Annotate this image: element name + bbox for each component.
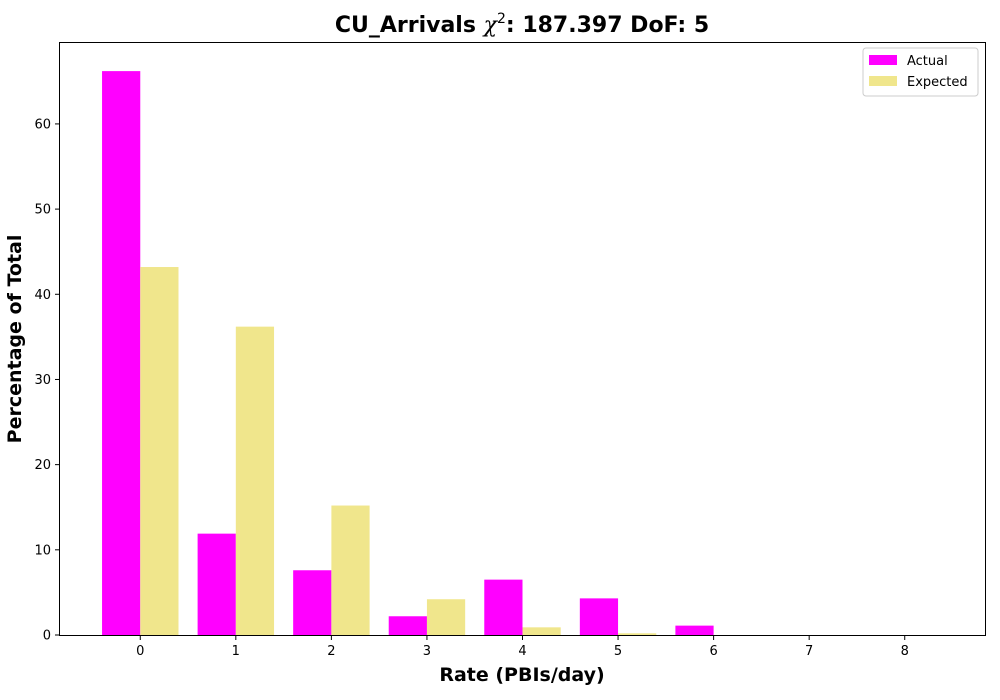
bar-expected-0	[140, 267, 179, 635]
x-tick-label-8: 8	[901, 644, 909, 659]
x-tick-label-1: 1	[232, 644, 240, 659]
chart-title: CU_Arrivals χ2: 187.397 DoF: 5	[335, 11, 709, 38]
bar-actual-6	[675, 625, 714, 635]
bar-expected-4	[522, 627, 561, 635]
x-tick-label-0: 0	[136, 644, 144, 659]
y-tick-label-30: 30	[34, 373, 51, 388]
legend-label-expected: Expected	[907, 75, 968, 90]
bar-actual-5	[579, 598, 619, 635]
bar-actual-1	[197, 533, 236, 635]
y-tick-label-50: 50	[34, 203, 51, 218]
y-tick-label-40: 40	[34, 288, 51, 303]
legend: Actual Expected	[862, 47, 979, 97]
legend-label-actual: Actual	[907, 54, 948, 69]
bar-expected-5	[618, 633, 657, 635]
y-tick-label-20: 20	[34, 458, 51, 473]
legend-swatch-actual	[869, 55, 897, 65]
bar-expected-1	[235, 326, 275, 635]
y-tick-label-0: 0	[43, 629, 51, 644]
y-axis-ticks: 0 10 20 30 40 50 60	[34, 117, 60, 644]
bar-expected-3	[426, 599, 466, 635]
bar-actual-0	[102, 71, 141, 635]
bars-group	[102, 71, 714, 635]
x-tick-label-6: 6	[709, 644, 717, 659]
y-axis-label: Percentage of Total	[4, 235, 26, 444]
x-tick-label-2: 2	[327, 644, 335, 659]
x-tick-label-7: 7	[805, 644, 813, 659]
bar-actual-4	[484, 579, 523, 635]
bar-expected-2	[331, 505, 370, 635]
bar-actual-2	[293, 570, 332, 635]
x-tick-label-5: 5	[614, 644, 622, 659]
bar-actual-3	[388, 616, 427, 635]
plot-frame	[59, 42, 986, 636]
x-tick-label-4: 4	[518, 644, 526, 659]
x-axis-ticks: 0 1 2 3 4 5 6 7 8	[136, 635, 909, 659]
y-tick-label-10: 10	[34, 543, 51, 558]
y-tick-label-60: 60	[34, 117, 51, 132]
x-axis-label: Rate (PBIs/day)	[439, 664, 604, 686]
x-tick-label-3: 3	[423, 644, 431, 659]
legend-swatch-expected	[869, 76, 897, 86]
